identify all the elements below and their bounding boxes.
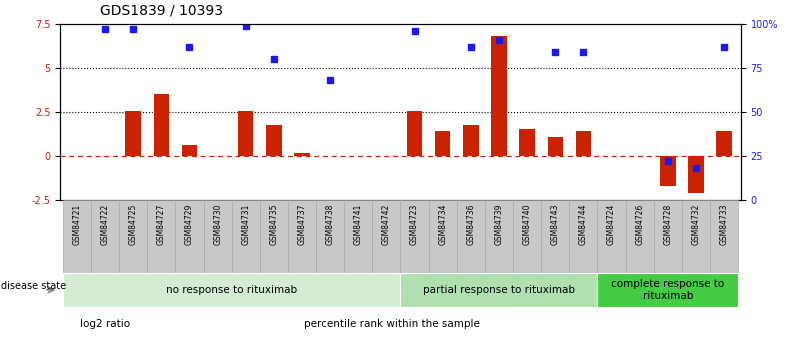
Text: GSM84725: GSM84725 [129, 204, 138, 245]
Bar [598, 273, 738, 307]
Bar [126, 111, 141, 156]
Bar [407, 111, 422, 156]
Text: GSM84730: GSM84730 [213, 204, 222, 245]
Text: partial response to rituximab: partial response to rituximab [423, 285, 575, 295]
Text: GSM84724: GSM84724 [607, 204, 616, 245]
Bar [548, 137, 563, 156]
Bar [576, 131, 591, 156]
Bar [231, 200, 260, 273]
Text: GSM84734: GSM84734 [438, 204, 447, 245]
Bar [519, 129, 535, 156]
Text: GSM84733: GSM84733 [719, 204, 729, 245]
Text: GSM84735: GSM84735 [269, 204, 279, 245]
Bar [91, 200, 119, 273]
Bar [344, 200, 372, 273]
Bar [541, 200, 570, 273]
Text: complete response to
rituximab: complete response to rituximab [611, 279, 724, 300]
Text: GSM84728: GSM84728 [663, 204, 672, 245]
Text: GSM84727: GSM84727 [157, 204, 166, 245]
Bar [654, 200, 682, 273]
Text: GSM84722: GSM84722 [101, 204, 110, 245]
Text: no response to rituximab: no response to rituximab [166, 285, 297, 295]
Bar [316, 200, 344, 273]
Bar [154, 93, 169, 156]
Bar [429, 200, 457, 273]
Bar [266, 125, 282, 156]
Text: GSM84732: GSM84732 [691, 204, 700, 245]
Bar [294, 154, 310, 156]
Bar [485, 200, 513, 273]
Bar [203, 200, 231, 273]
Bar [238, 111, 253, 156]
Text: GSM84743: GSM84743 [551, 204, 560, 245]
Bar [400, 273, 598, 307]
Bar [513, 200, 541, 273]
Bar [63, 273, 400, 307]
Bar [463, 125, 478, 156]
Bar [119, 200, 147, 273]
Text: GDS1839 / 10393: GDS1839 / 10393 [100, 3, 223, 17]
Bar [660, 156, 675, 186]
Bar [400, 200, 429, 273]
Bar [598, 200, 626, 273]
Text: GSM84736: GSM84736 [466, 204, 475, 245]
Text: GSM84738: GSM84738 [326, 204, 335, 245]
Text: GSM84726: GSM84726 [635, 204, 644, 245]
Text: GSM84742: GSM84742 [382, 204, 391, 245]
Text: GSM84740: GSM84740 [522, 204, 532, 245]
Bar [688, 156, 703, 193]
Text: GSM84731: GSM84731 [241, 204, 250, 245]
Text: percentile rank within the sample: percentile rank within the sample [304, 319, 481, 328]
Text: disease state: disease state [1, 282, 66, 291]
Text: log2 ratio: log2 ratio [80, 319, 131, 328]
Bar [260, 200, 288, 273]
Bar [372, 200, 400, 273]
Bar [626, 200, 654, 273]
Text: GSM84737: GSM84737 [297, 204, 307, 245]
Bar [682, 200, 710, 273]
Bar [710, 200, 738, 273]
Bar [182, 145, 197, 156]
Bar [457, 200, 485, 273]
Text: GSM84723: GSM84723 [410, 204, 419, 245]
Bar [435, 131, 450, 156]
Text: GSM84729: GSM84729 [185, 204, 194, 245]
Text: GSM84741: GSM84741 [354, 204, 363, 245]
Bar [716, 131, 732, 156]
Bar [147, 200, 175, 273]
Bar [175, 200, 203, 273]
Text: GSM84744: GSM84744 [579, 204, 588, 245]
Bar [570, 200, 598, 273]
Bar [63, 200, 91, 273]
Text: GSM84739: GSM84739 [494, 204, 504, 245]
Text: GSM84721: GSM84721 [72, 204, 82, 245]
Bar [491, 36, 507, 156]
Bar [288, 200, 316, 273]
